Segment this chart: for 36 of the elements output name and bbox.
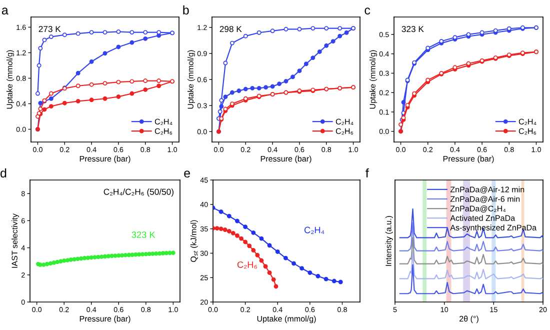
chart-title: e <box>184 170 190 178</box>
legend-label: C₂H₆ <box>154 128 172 135</box>
legend-label: ZnPaDa@Air-12 min <box>450 186 524 194</box>
y-axis-title: Uptake (mmol/g) <box>6 50 14 109</box>
series-label: C₂H₆ <box>237 261 257 269</box>
x-axis-title: 2θ (°) <box>460 316 478 324</box>
annotation: C₂H₄/C₂H₆ (50/50) <box>104 188 174 197</box>
chart-title: b <box>183 5 189 15</box>
x-axis-title: Pressure (bar) <box>80 316 130 324</box>
legend-label: As-synthesized ZnPaDa <box>450 224 537 232</box>
x-axis-title: Uptake (mmol/g) <box>257 316 316 324</box>
legend-label: C₂H₆ <box>336 128 354 135</box>
legend-label: C₂H₆ <box>518 128 536 135</box>
legend-label: Activated ZnPaDa <box>450 215 516 221</box>
y-axis-title: Uptake (mmol/g) <box>188 50 196 109</box>
legend-label: C₂H₄ <box>336 118 354 126</box>
text: C₂H₄ <box>304 226 324 234</box>
x-axis-title: Pressure (bar) <box>80 156 130 164</box>
y-axis-title: Intensity (a.u.) <box>385 216 393 266</box>
y-axis-title: Q$_{st}$ (kJ/mol) <box>190 220 198 262</box>
chart-title: a <box>2 8 8 15</box>
legend-label: ZnPaDa@Air-6 min <box>450 196 520 203</box>
annotation: 323 K <box>402 26 424 32</box>
chart-title: f <box>366 168 369 178</box>
x-axis-title: Pressure (bar) <box>443 156 494 164</box>
y-axis-title: IAST selectivity <box>12 214 20 268</box>
x-axis-title: Pressure (bar) <box>260 156 312 164</box>
annotation: 273 K <box>38 26 61 32</box>
chart-title: c <box>364 8 370 15</box>
legend-label: C₂H₄ <box>154 118 172 126</box>
annotation: 298 K <box>220 26 242 32</box>
legend-label: ZnPaDa@C₂H₄ <box>450 205 506 212</box>
legend-label: C₂H₄ <box>518 118 536 126</box>
series-label: 323 K <box>132 231 156 238</box>
y-axis-title: Uptake (mmol/g) <box>370 50 378 109</box>
chart-title: d <box>0 168 6 178</box>
